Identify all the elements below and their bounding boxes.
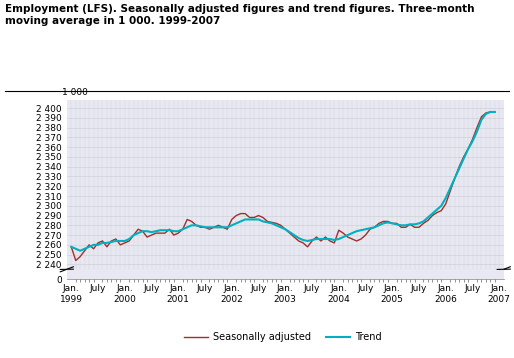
Line: Seasonally adjusted: Seasonally adjusted (71, 112, 495, 261)
Seasonally adjusted (287, 231, 293, 235)
Seasonally adjusted (131, 233, 137, 237)
Trend (255, 217, 262, 222)
Trend (193, 223, 199, 227)
Text: 1 000: 1 000 (63, 88, 88, 97)
Seasonally adjusted (461, 155, 467, 159)
Seasonally adjusted (492, 110, 498, 114)
Seasonally adjusted (72, 258, 79, 263)
Trend (300, 238, 306, 242)
Trend (131, 233, 137, 237)
Trend (68, 245, 75, 249)
Trend (77, 248, 83, 253)
Trend (461, 157, 467, 161)
Text: Employment (LFS). Seasonally adjusted figures and trend figures. Three-month
mov: Employment (LFS). Seasonally adjusted fi… (5, 4, 474, 26)
Seasonally adjusted (193, 223, 199, 227)
Legend: Seasonally adjusted, Trend: Seasonally adjusted, Trend (180, 328, 386, 346)
Seasonally adjusted (300, 241, 306, 245)
Line: Trend: Trend (71, 112, 495, 251)
Seasonally adjusted (68, 245, 75, 249)
Seasonally adjusted (487, 110, 493, 114)
Trend (492, 110, 498, 114)
Trend (287, 230, 293, 234)
Trend (487, 110, 493, 114)
Seasonally adjusted (255, 213, 262, 218)
